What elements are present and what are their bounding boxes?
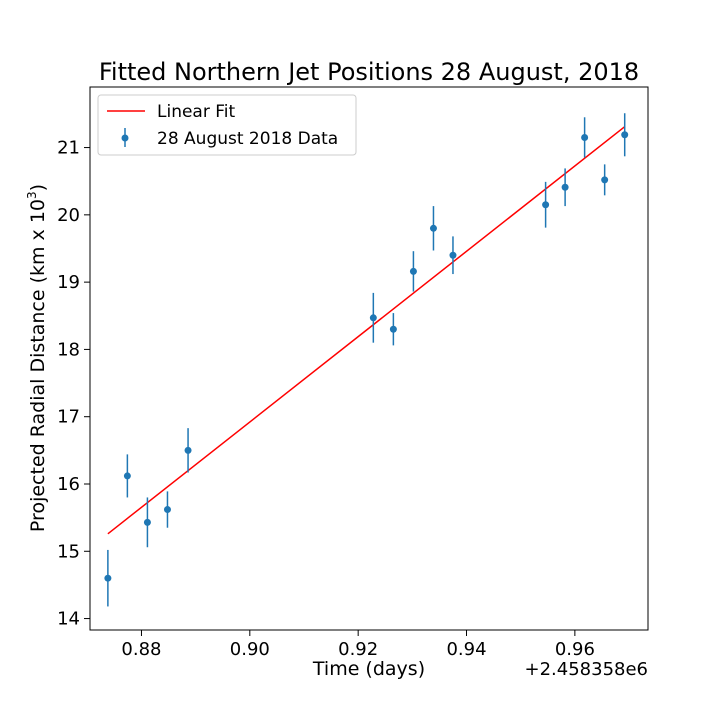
y-tick-label: 17 <box>57 407 80 428</box>
data-point <box>163 506 171 514</box>
legend-frame <box>97 94 357 156</box>
legend-fit-label: Linear Fit <box>157 102 236 122</box>
legend: Linear Fit 28 August 2018 Data <box>97 94 357 156</box>
data-point <box>601 176 609 184</box>
x-tick-label: 0.96 <box>555 639 595 660</box>
data-point <box>104 574 112 582</box>
data-point <box>123 472 131 480</box>
data-point <box>621 131 629 139</box>
y-tick-label: 14 <box>57 609 80 630</box>
data-point <box>184 446 192 454</box>
y-tick-label: 16 <box>57 474 80 495</box>
y-tick-label: 19 <box>57 272 80 293</box>
data-point <box>369 314 377 322</box>
data-marks <box>104 113 629 607</box>
x-tick-label: 0.92 <box>338 639 378 660</box>
plot-area <box>89 86 649 631</box>
x-tick-label: 0.88 <box>121 639 161 660</box>
y-axis-label-main: Projected Radial Distance (km x 10 <box>27 199 49 532</box>
y-axis-label-sup: 3 <box>25 191 39 199</box>
legend-data-label: 28 August 2018 Data <box>157 129 338 149</box>
y-axis-label: Projected Radial Distance (km x 103) <box>25 184 49 532</box>
linear-fit-line <box>107 126 626 535</box>
x-tick-label: 0.94 <box>446 639 486 660</box>
legend-data-marker-swatch <box>121 134 129 142</box>
data-point <box>581 133 589 141</box>
y-tick-label: 18 <box>57 339 80 360</box>
data-point <box>449 251 457 259</box>
data-point <box>561 183 569 191</box>
y-axis: 14 15 16 17 18 19 20 21 <box>57 138 90 630</box>
chart-title: Fitted Northern Jet Positions 28 August,… <box>99 58 639 86</box>
y-tick-label: 20 <box>57 205 80 226</box>
data-point <box>389 325 397 333</box>
x-offset-label: +2.458358e6 <box>525 659 649 680</box>
data-point <box>429 224 437 232</box>
y-tick-label: 15 <box>57 541 80 562</box>
data-point <box>143 518 151 526</box>
x-axis-label: Time (days) <box>312 658 425 680</box>
y-axis-label-suffix: ) <box>27 184 49 191</box>
data-point <box>409 267 417 275</box>
x-tick-label: 0.90 <box>230 639 270 660</box>
data-point <box>542 201 550 209</box>
x-axis: 0.88 0.90 0.92 0.94 0.96 <box>121 630 595 660</box>
y-tick-label: 21 <box>57 138 80 159</box>
